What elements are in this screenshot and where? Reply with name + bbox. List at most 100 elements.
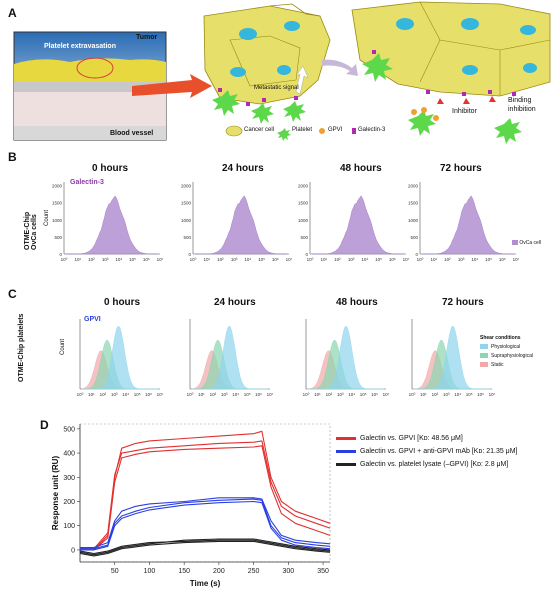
inset-vessel-label: Blood vessel: [110, 130, 154, 137]
series-line-7: [79, 539, 331, 555]
panel-c-xtick: 10²: [326, 392, 333, 397]
panel-b-xtick: 10⁵: [129, 257, 136, 262]
panel-c-xtick: 10¹: [88, 392, 95, 397]
panel-c-hist-2-2: [308, 325, 384, 390]
panel-b-xtick: 10⁷: [286, 257, 293, 262]
x-tick-label: 250: [248, 568, 260, 575]
x-tick-label: 200: [213, 568, 225, 575]
panel-b-xtick: 10⁴: [244, 257, 251, 262]
legend-d-item-2: Galectin vs. platelet lysate (–GPVI) [Kᴅ…: [336, 458, 517, 471]
panel-c-xtick: 10⁵: [244, 392, 251, 397]
binding-inhibition-label: Binding inhibition: [508, 97, 536, 113]
panel-c-time-1: 24 hours: [214, 297, 256, 308]
panel-c-xtick: 10⁵: [360, 392, 367, 397]
panel-b-ytick: 2000: [298, 184, 309, 189]
panel-b-hist-0: [66, 195, 158, 255]
inset-tumor-label: Tumor: [136, 34, 158, 41]
panel-b-time-1: 24 hours: [222, 163, 264, 174]
legend-d-item-1: Galectin vs. GPVI + anti-GPVI mAb [Kᴅ: 2…: [336, 445, 517, 458]
inset-title: Platelet extravasation: [44, 43, 116, 50]
red-arrow-icon: [132, 74, 212, 98]
panel-b-ytick: 0: [415, 252, 418, 257]
supraphysiological-swatch: [480, 353, 488, 359]
panel-b-xtick: 10⁷: [403, 257, 410, 262]
x-tick-label: 50: [111, 568, 119, 575]
panel-c-xtick: 10⁰: [187, 392, 194, 397]
panel-b-xtick: 10¹: [203, 257, 210, 262]
panel-b-xtick: 10⁰: [190, 257, 197, 262]
panel-b-xtick: 10³: [348, 257, 355, 262]
panel-c-xtick: 10¹: [420, 392, 427, 397]
panel-b-xtick: 10¹: [74, 257, 81, 262]
panel-b-hist-1: [195, 195, 287, 255]
panel-b-xtick: 10⁶: [272, 257, 279, 262]
panel-b-ytick: 1000: [408, 218, 419, 223]
panel-c-time-0: 0 hours: [104, 297, 141, 308]
legend-gpvi: GPVI: [328, 127, 343, 133]
panel-b-xtick: 10³: [102, 257, 109, 262]
panel-c-xtick: 10²: [100, 392, 107, 397]
panel-c-xtick: 10³: [337, 392, 344, 397]
y-tick-label: 0: [71, 547, 75, 554]
panel-b-ytick: 1000: [52, 218, 63, 223]
panel-c-xtick: 10⁷: [157, 392, 164, 397]
x-tick-label: 300: [282, 568, 294, 575]
panel-c-xtick: 10⁴: [454, 392, 461, 397]
panel-c-time-3: 72 hours: [442, 297, 484, 308]
panel-c-xtick: 10³: [221, 392, 228, 397]
panel-c-xtick: 10⁰: [303, 392, 310, 397]
panel-letter-b: B: [8, 150, 17, 164]
y-tick-label: 500: [63, 426, 75, 433]
legend-d-swatch-2: [336, 463, 356, 466]
panel-b-histograms: 0 500 1000 1500 2000 10⁰ 10¹ 10² 10³ 10⁴ 10⁵ 10⁶ 10⁷…: [52, 182, 520, 262]
panel-b-ytick: 2000: [181, 184, 192, 189]
x-axis-label: Time (s): [190, 579, 221, 588]
panel-c-xtick: 10⁷: [267, 392, 274, 397]
panel-b-xtick: 10⁷: [513, 257, 520, 262]
x-tick-label: 350: [317, 568, 329, 575]
panel-b-xtick: 10⁶: [499, 257, 506, 262]
panel-c-xtick: 10²: [432, 392, 439, 397]
panel-c-xtick: 10¹: [314, 392, 321, 397]
panel-b-ytick: 1500: [408, 201, 419, 206]
y-tick-label: 200: [63, 499, 75, 506]
panel-b-xtick: 10⁰: [417, 257, 424, 262]
panel-c-xtick: 10⁶: [371, 392, 378, 397]
panel-b-xtick: 10²: [217, 257, 224, 262]
panel-b-xtick: 10⁶: [143, 257, 150, 262]
panel-b-xtick: 10⁶: [389, 257, 396, 262]
panel-c-legend: Shear conditions Physiological Supraphys…: [480, 335, 533, 368]
cancer-cell-icon: [225, 125, 243, 137]
panel-c-xtick: 10⁵: [466, 392, 473, 397]
inhibitor-icon: [437, 96, 496, 104]
panel-c-xtick: 10⁶: [477, 392, 484, 397]
panel-c-xtick: 10⁶: [145, 392, 152, 397]
cancer-cells-cluster: [203, 3, 331, 105]
panel-b-legend: OvCa cell: [512, 240, 541, 246]
ovca-swatch: [512, 240, 518, 246]
y-axis-label: Response unit (RU): [51, 456, 60, 531]
panel-b-ytick: 1500: [52, 201, 63, 206]
series-line-2: [80, 445, 331, 551]
y-tick-label: 400: [63, 451, 75, 458]
panel-b-ytick: 2000: [408, 184, 419, 189]
legend-cancer-cell: Cancer cell: [244, 127, 275, 133]
platelet-icon: [212, 90, 306, 124]
panel-c-time-2: 48 hours: [336, 297, 378, 308]
transition-arrow-icon: [322, 59, 358, 76]
legend-d-swatch-1: [336, 450, 356, 453]
panel-b-xtick: 10²: [88, 257, 95, 262]
series-line-6: [79, 538, 331, 556]
panel-b-time-3: 72 hours: [440, 163, 482, 174]
panel-b-xtick: 10⁴: [471, 257, 478, 262]
legend-d-item-0: Galectin vs. GPVI [Kᴅ: 48.56 μM]: [336, 432, 517, 445]
panel-c-xtick: 10⁵: [134, 392, 141, 397]
cancer-cells-right: [351, 1, 551, 97]
panel-c-hist-1-2: [192, 325, 268, 390]
panel-c-histograms: 10⁰ 10¹ 10² 10³ 10⁴ 10⁵ 10⁶ 10⁷ 10⁰ 10¹ 10² 10³ 10⁴ 1…: [77, 319, 496, 397]
inhibitor-label: Inhibitor: [452, 108, 477, 115]
inset-extravasation: [13, 31, 167, 141]
panel-c-xtick: 10³: [443, 392, 450, 397]
panel-c-xtick: 10²: [210, 392, 217, 397]
series-line-4: [80, 498, 331, 550]
